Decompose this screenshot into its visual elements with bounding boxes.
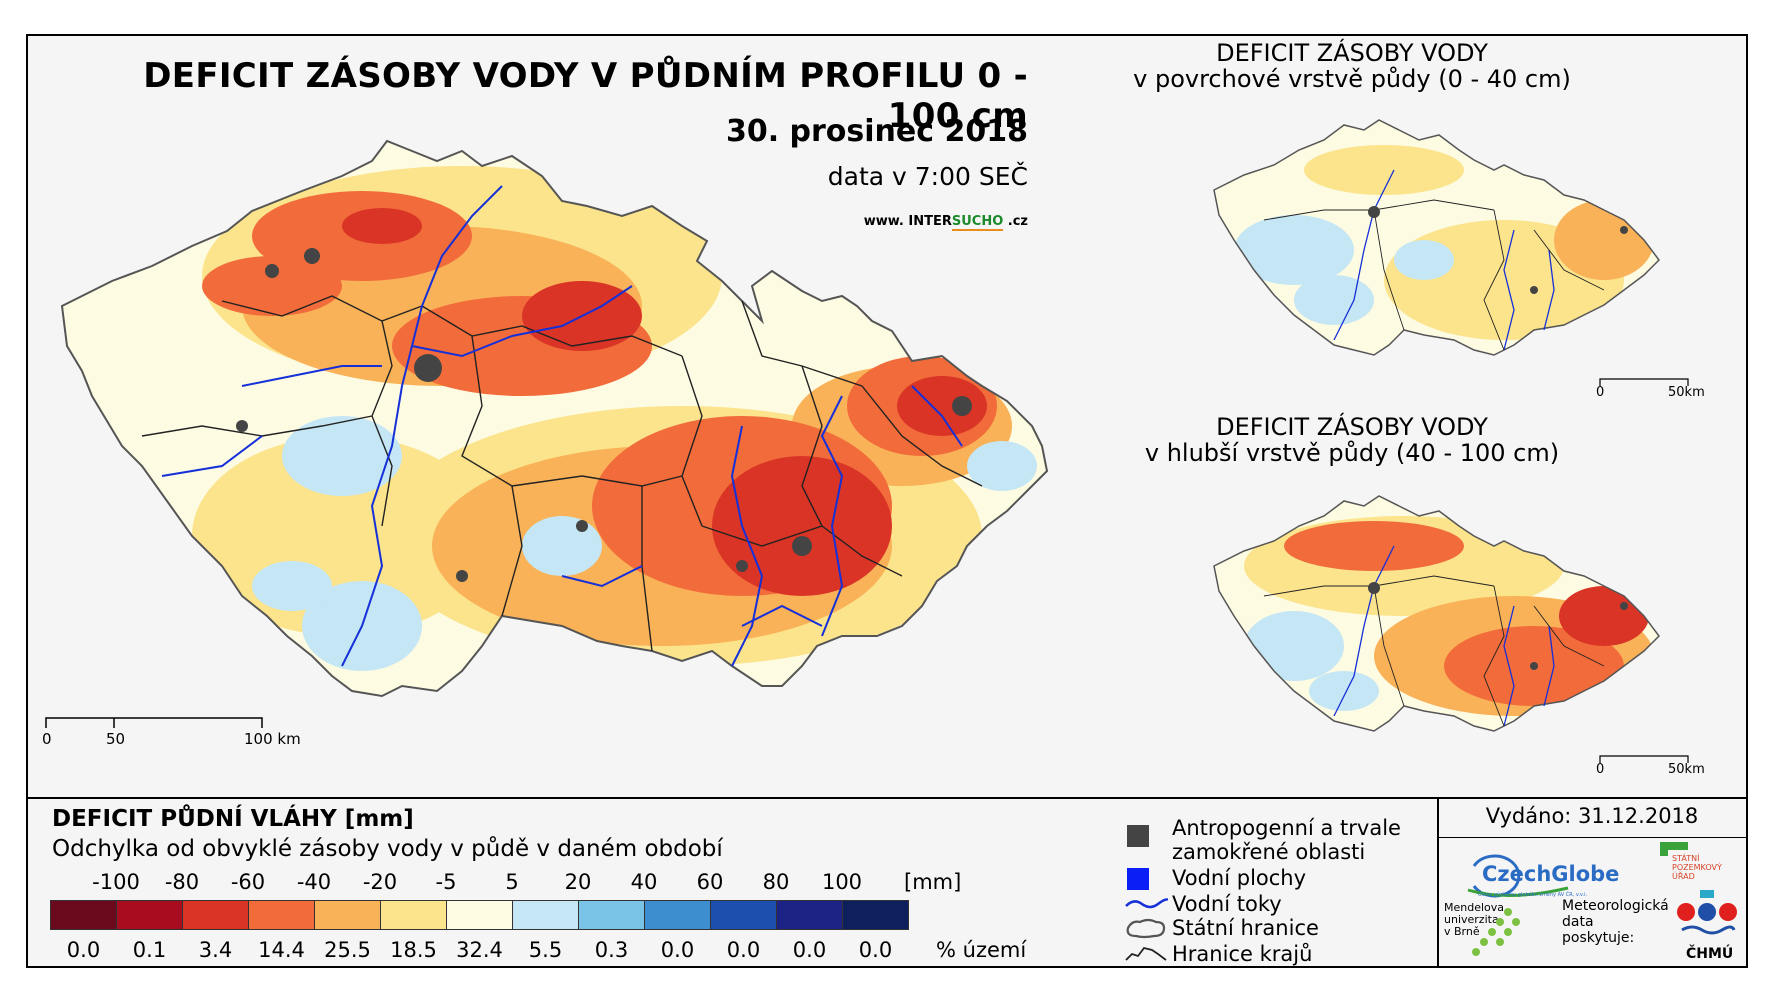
legend-threshold: 20 (564, 870, 592, 894)
inset-top-title: DEFICIT ZÁSOBY VODY v povrchové vrstvě p… (1133, 39, 1571, 93)
legend-swatch (512, 900, 579, 930)
legend-threshold: -40 (296, 870, 332, 894)
legend-pct-value: 5.5 (528, 938, 563, 962)
legend-threshold: 100 (821, 870, 863, 894)
legend-threshold: 40 (630, 870, 658, 894)
legend-color-bar (50, 900, 909, 930)
legend-swatch (644, 900, 711, 930)
map-frame: DEFICIT ZÁSOBY VODY V PŮDNÍM PROFILU 0 -… (26, 34, 1748, 968)
legend-pct-value: 0.0 (66, 938, 101, 962)
legend-pct-value: 0.0 (792, 938, 827, 962)
legend-swatch (380, 900, 447, 930)
meteo-provider: Meteorologická data poskytuje: (1562, 898, 1669, 946)
spu-logo-mark (1660, 842, 1688, 850)
legend-threshold: -5 (435, 870, 457, 894)
legend-title: DEFICIT PŮDNÍ VLÁHY [mm] (52, 806, 414, 832)
legend-pct-value: 32.4 (456, 938, 503, 962)
logo-chmu (1677, 890, 1737, 935)
legend-threshold: -60 (230, 870, 266, 894)
czechglobe-logo-subtitle: Ústav výzkumu globální změny AV ČR, v.v.… (1478, 892, 1588, 898)
logo-spu: STÁTNÍ POZEMKOVÝ ÚŘAD (1656, 842, 1736, 888)
inset-bottom-title: DEFICIT ZÁSOBY VODY v hlubší vrstvě půdy… (1144, 413, 1560, 467)
legend-pct-value: 18.5 (390, 938, 437, 962)
legend-swatch (116, 900, 183, 930)
legend-pct-value: 0.3 (594, 938, 629, 962)
main-title: DEFICIT ZÁSOBY VODY V PŮDNÍM PROFILU 0 -… (143, 56, 1028, 136)
issued-date: Vydáno: 31.12.2018 (1485, 804, 1699, 828)
legend-thresholds: -100 -80 -60 -40 -20 -5 5 20 40 60 80 100 (50, 870, 950, 898)
spu-logo-mark-small (1660, 842, 1668, 856)
legend-threshold: -80 (164, 870, 200, 894)
main-drought-map (60, 139, 1049, 698)
legend-pct-value: 3.4 (198, 938, 233, 962)
czechglobe-logo-text: CzechGlobe (1482, 862, 1620, 886)
legend-swatch (314, 900, 381, 930)
legend-swatch (446, 900, 513, 930)
legend-swatch (578, 900, 645, 930)
legend-swatch (248, 900, 315, 930)
inset-surface-layer-map (1213, 119, 1660, 356)
legend-threshold: -100 (92, 870, 140, 894)
website-link[interactable]: www. INTERSUCHO .cz (863, 214, 1028, 231)
legend-pct-value: 14.4 (258, 938, 305, 962)
legend-pct-value: 0.0 (858, 938, 893, 962)
legend-pct-value: 0.1 (132, 938, 167, 962)
data-time: data v 7:00 SEČ (827, 162, 1028, 191)
legend-swatch (842, 900, 909, 930)
legend-threshold: 60 (696, 870, 724, 894)
chmu-logo-text: ČHMÚ (1686, 946, 1734, 962)
legend-pct-value: 0.0 (660, 938, 695, 962)
legend-swatch (182, 900, 249, 930)
legend-swatch (776, 900, 843, 930)
logo-czechglobe (1467, 854, 1569, 898)
legend-pct-unit: % území (936, 938, 1027, 962)
legend-swatch (50, 900, 117, 930)
legend-pct-value: 25.5 (324, 938, 371, 962)
legend-threshold: 5 (505, 870, 519, 894)
legend-threshold: 80 (762, 870, 790, 894)
partner-logos: CzechGlobe Ústav výzkumu globální změny … (1438, 840, 1746, 968)
logo-mendelu: Mendelova univerzita v Brně (1444, 902, 1544, 962)
legend-swatch (710, 900, 777, 930)
legend-subtitle: Odchylka od obvyklé zásoby vody v půdě v… (52, 836, 723, 862)
divider-issued (1437, 837, 1746, 838)
legend-unit: [mm] (904, 870, 962, 894)
map-date: 30. prosinec 2018 (725, 114, 1028, 149)
legend-threshold: -20 (362, 870, 398, 894)
divider-vertical (1437, 797, 1439, 968)
divider-horizontal (28, 797, 1746, 799)
inset-deep-layer-map (1213, 495, 1660, 732)
legend-pct-value: 0.0 (726, 938, 761, 962)
